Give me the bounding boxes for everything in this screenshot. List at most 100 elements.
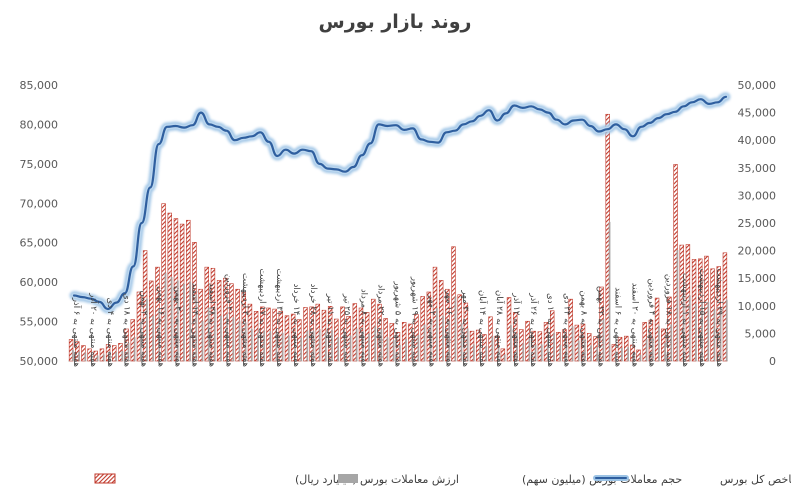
x-tick-label: هفته منتهی به ۳۰ مهر — [460, 289, 470, 367]
volume-bar — [281, 332, 284, 361]
volume-bar — [405, 338, 407, 361]
volume-bar — [472, 344, 475, 361]
volume-bar — [694, 303, 697, 361]
volume-bar — [146, 298, 148, 361]
volume-bar — [96, 355, 99, 361]
volume-bar — [657, 325, 660, 361]
x-tick-label: هفته منتهی به ۱۵ اردیبهشت — [697, 269, 707, 368]
right-axis-tick-label: 40,000 — [738, 134, 777, 147]
volume-bar — [263, 330, 266, 361]
volume-bar — [220, 315, 222, 361]
volume-bar — [546, 338, 549, 361]
x-tick-label: هفته منتهی به ۲۰ اسفند — [629, 283, 639, 367]
x-tick-label: هفته منتهی به ۱۸ دی — [122, 293, 132, 367]
right-axis-tick-label: 15,000 — [738, 272, 777, 285]
volume-bar — [516, 333, 518, 361]
left-axis-tick-label: 50,000 — [20, 355, 59, 368]
volume-bar — [127, 342, 130, 361]
right-axis-tick-label: 45,000 — [738, 107, 777, 120]
x-tick-label: هفته منتهی به ۱۶ مهر — [443, 289, 453, 367]
volume-bar — [466, 328, 469, 361]
volume-bar — [528, 338, 531, 361]
value-bar — [75, 341, 80, 362]
volume-bar — [682, 295, 685, 361]
volume-bar — [707, 301, 710, 361]
volume-bar — [608, 221, 611, 361]
x-tick-label: هفته منتهی به ۲۰ فروردین — [223, 274, 233, 367]
volume-bar — [109, 351, 111, 361]
volume-bar — [287, 335, 290, 361]
x-tick-label: هفته منتهی به ۱۱ تیر — [325, 293, 335, 367]
x-tick-label: هفته منتهی به ۲ مهر — [426, 294, 436, 367]
volume-bar — [78, 351, 81, 361]
volume-bar — [343, 330, 346, 361]
right-axis-tick-label: 0 — [769, 355, 776, 368]
volume-bar — [294, 334, 296, 361]
index-line — [72, 95, 728, 311]
volume-bar — [442, 315, 444, 361]
volume-bar — [183, 283, 185, 361]
volume-bar — [398, 344, 401, 361]
volume-bar — [583, 340, 586, 361]
volume-bar — [115, 352, 118, 361]
legend-label-value: ارزش معاملات بورس (میلیارد ریال) — [295, 473, 459, 486]
volume-bar — [602, 319, 605, 361]
volume-bar — [596, 347, 599, 361]
volume-bar — [664, 342, 666, 361]
volume-bar — [423, 324, 426, 361]
volume-bar — [121, 351, 124, 361]
volume-bar — [540, 344, 543, 361]
x-tick-label: هفته منتهی به ۵ شهریور — [393, 281, 403, 368]
x-tick-label: هفته منتهی به ۱۶ بهمن — [156, 286, 166, 367]
legend-swatch-volume — [338, 474, 358, 483]
legend-swatch-value — [94, 473, 116, 484]
right-axis-tick-label: 35,000 — [738, 162, 777, 175]
right-axis-tick-label: 30,000 — [738, 189, 777, 202]
right-axis-tick-label: 5,000 — [745, 327, 777, 340]
volume-bar — [590, 345, 592, 361]
volume-bar — [701, 303, 704, 361]
volume-bar — [460, 323, 463, 361]
x-tick-label: هفته منتهی به ۱۰ دی — [545, 293, 555, 367]
volume-bar — [331, 330, 333, 361]
volume-bar — [448, 320, 451, 361]
legend-item-value: ارزش معاملات بورس (میلیارد ریال) — [94, 473, 459, 486]
volume-bar — [275, 331, 278, 361]
volume-bar — [361, 331, 364, 361]
x-tick-label: هفته منتهی به ۸ مرداد — [359, 289, 369, 367]
x-tick-label: هفته منتهی به ۲۸ آبان — [494, 290, 506, 367]
volume-bar — [497, 347, 500, 361]
left-axis-tick-label: 85,000 — [20, 79, 59, 92]
x-tick-label: هفته منتهی به ۴ دی — [105, 298, 115, 367]
x-tick-label: هفته منتهی به ۱۸ فروردین — [663, 274, 673, 367]
right-axis-tick-label: 20,000 — [738, 245, 777, 258]
x-tick-label: هفته منتهی به ۲ بهمن — [139, 290, 149, 367]
volume-bar — [207, 308, 210, 361]
volume-bar — [485, 346, 488, 361]
x-axis-labels: هفته منتهی به ۶ آذر هفته منتهی به ۲۰ آذر ه… — [71, 269, 724, 368]
right-axis-tick-label: 50,000 — [738, 79, 777, 92]
volume-bar — [139, 321, 142, 361]
x-tick-label: هفته منتهی به ۸ بهمن — [579, 290, 589, 367]
x-tick-label: هفته منتهی به ۲۰ آذر — [88, 292, 100, 367]
volume-bar — [688, 295, 691, 361]
legend-label-index: شاخص کل بورس — [720, 473, 791, 486]
x-tick-label: هفته منتهی به ۳۱ اردیبهشت — [274, 269, 284, 368]
volume-bar — [386, 337, 389, 361]
volume-bar — [90, 354, 93, 361]
volume-bar — [454, 296, 457, 361]
volume-bar — [559, 344, 562, 361]
x-tick-label: هفته منتهی به ۲۶ آذر — [528, 292, 540, 367]
volume-bar — [176, 280, 179, 361]
volume-bar — [676, 250, 679, 361]
volume-bar — [577, 340, 580, 361]
volume-bar — [380, 328, 383, 361]
x-tick-label: هفته منتهی به ۱۹ شهریور — [409, 276, 419, 367]
volume-bar — [164, 272, 167, 361]
x-tick-label: هفته منتهی به ۲۸ اسفند — [206, 283, 216, 367]
x-tick-label: هفته منتهی به ۲۸ خرداد — [308, 284, 318, 367]
volume-bar — [417, 335, 420, 361]
volume-bar — [725, 299, 728, 361]
